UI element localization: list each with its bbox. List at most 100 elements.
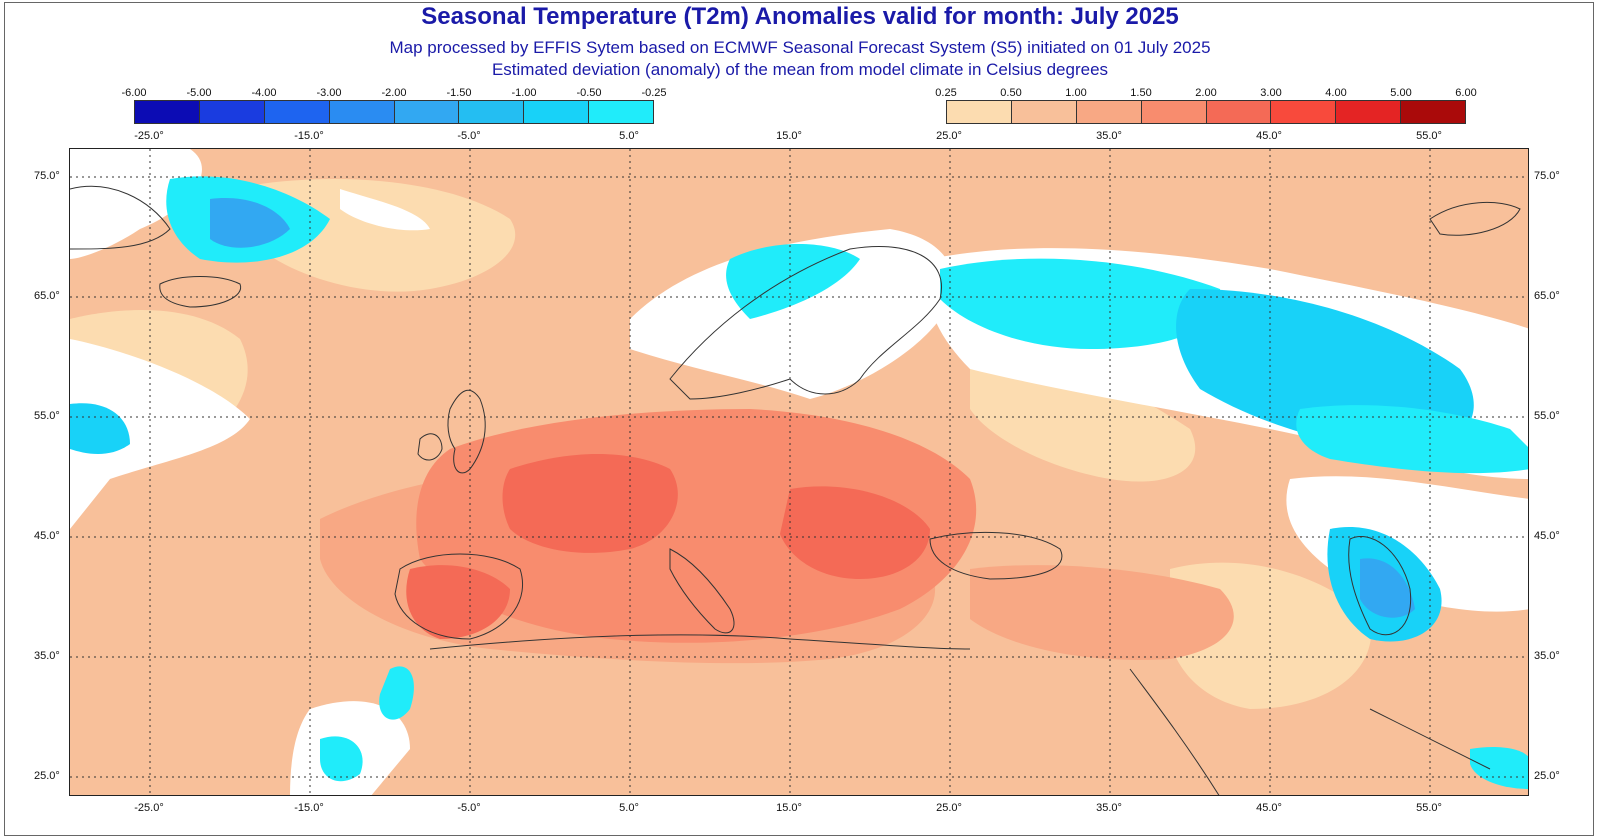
colorbar-negative-swatch <box>263 101 329 123</box>
latitude-label: 35.0° <box>1534 650 1560 662</box>
longitude-label: 55.0° <box>1416 130 1442 142</box>
anomaly-zone-neutral-scandinavia <box>630 229 954 399</box>
anomaly-zone-cold-sahara <box>320 736 363 782</box>
colorbar-positive-label: 3.00 <box>1260 87 1282 99</box>
anomaly-zone-warm-anatolia <box>970 565 1234 660</box>
coastline-persian-gulf <box>1369 708 1491 770</box>
colorbar-negative-label: -6.00 <box>121 87 147 99</box>
coastline-britain <box>447 389 486 474</box>
anomaly-zone-neutral-arctic-north <box>340 189 430 231</box>
anomaly-zone-cold-ural <box>1296 405 1528 474</box>
colorbar-positive-swatch <box>1335 101 1401 123</box>
coastline-scandinavia <box>669 245 942 400</box>
latitude-label: 35.0° <box>34 650 60 662</box>
colorbar-positive-swatch <box>1205 101 1271 123</box>
colorbar-negative-label: -0.50 <box>576 87 602 99</box>
colorbar-negative-label: -4.00 <box>251 87 277 99</box>
longitude-label: 35.0° <box>1096 802 1122 814</box>
anomaly-map <box>69 148 1529 796</box>
colorbar-negative-label: -0.25 <box>641 87 667 99</box>
anomaly-zone-neutral-caucasus <box>1286 476 1528 612</box>
longitude-label: -15.0° <box>294 130 324 142</box>
colorbar-negative-swatch <box>198 101 264 123</box>
colorbar-positive-label: 4.00 <box>1325 87 1347 99</box>
longitude-label: 5.0° <box>619 130 639 142</box>
longitude-label: 25.0° <box>936 802 962 814</box>
colorbar-positive-label: 0.25 <box>935 87 957 99</box>
colorbar-positive-label: 0.50 <box>1000 87 1022 99</box>
longitude-label: 45.0° <box>1256 802 1282 814</box>
longitude-label: -15.0° <box>294 802 324 814</box>
coastline-novaya-zemlya <box>1429 201 1521 236</box>
anomaly-zone-hot-balkans <box>780 486 930 579</box>
colorbar-negative-swatch <box>328 101 394 123</box>
colorbar-positive-swatch <box>1270 101 1336 123</box>
colorbar-negative-label: -2.00 <box>381 87 407 99</box>
map-title: Seasonal Temperature (T2m) Anomalies val… <box>421 3 1179 30</box>
map-subtitle-source: Map processed by EFFIS Sytem based on EC… <box>389 38 1211 57</box>
latitude-label: 65.0° <box>1534 290 1560 302</box>
latitude-label: 55.0° <box>1534 410 1560 422</box>
colorbar-negative-label: -1.00 <box>511 87 537 99</box>
colorbar-positive-label: 1.50 <box>1130 87 1152 99</box>
anomaly-zone-cold-greenland-core <box>210 198 290 248</box>
anomaly-zone-hot-iberia <box>406 565 510 639</box>
longitude-label: 15.0° <box>776 802 802 814</box>
latitude-label: 25.0° <box>1534 770 1560 782</box>
anomaly-zone-cold-atlantic-mid <box>70 403 130 454</box>
coastline-italy <box>669 548 735 634</box>
anomaly-zone-neutral-greenland <box>70 149 202 259</box>
anomaly-zone-light-warm-east <box>970 363 1196 482</box>
latitude-label: 75.0° <box>1534 170 1560 182</box>
longitude-label: 25.0° <box>936 130 962 142</box>
colorbar-positive-label: 2.00 <box>1195 87 1217 99</box>
colorbar-negative-label: -5.00 <box>186 87 212 99</box>
latitude-label: 65.0° <box>34 290 60 302</box>
colorbar-positive-label: 1.00 <box>1065 87 1087 99</box>
anomaly-zone-cold-caspian-core <box>1360 558 1415 618</box>
anomaly-zone-cold-norway <box>726 244 860 319</box>
colorbar-negative-swatch <box>523 101 589 123</box>
longitude-label: 35.0° <box>1096 130 1122 142</box>
colorbar-negative <box>134 100 654 124</box>
anomaly-zone-cold-finland <box>940 258 1222 349</box>
coastline-caspian <box>1348 536 1412 636</box>
anomaly-zone-cold-canary <box>379 666 414 720</box>
colorbar-negative-label: -3.00 <box>316 87 342 99</box>
graticule <box>70 149 1528 795</box>
coastline-red-sea <box>1129 668 1220 795</box>
longitude-label: -5.0° <box>457 130 481 142</box>
colorbar-negative-label: -1.50 <box>446 87 472 99</box>
coastline-north-africa <box>429 634 971 650</box>
colorbar-positive-swatch <box>1010 101 1076 123</box>
colorbar-positive-label: 6.00 <box>1455 87 1477 99</box>
colorbar-negative-swatch <box>135 101 199 123</box>
anomaly-zone-neutral-atlantic-west <box>70 339 250 529</box>
colorbar-positive-swatch <box>1400 101 1465 123</box>
latitude-label: 75.0° <box>34 170 60 182</box>
anomaly-map-svg <box>70 149 1528 795</box>
latitude-label: 45.0° <box>1534 530 1560 542</box>
colorbar-positive <box>946 100 1466 124</box>
colorbar-positive-label: 5.00 <box>1390 87 1412 99</box>
longitude-label: -5.0° <box>457 802 481 814</box>
longitude-label: -25.0° <box>134 130 164 142</box>
coastline-ireland <box>417 433 443 461</box>
longitude-label: 15.0° <box>776 130 802 142</box>
longitude-label: 45.0° <box>1256 130 1282 142</box>
longitude-label: -25.0° <box>134 802 164 814</box>
coastline-iceland <box>159 276 242 308</box>
colorbar-positive-swatch <box>1075 101 1141 123</box>
latitude-label: 25.0° <box>34 770 60 782</box>
coastline-iberia <box>394 553 524 640</box>
map-subtitle-units: Estimated deviation (anomaly) of the mea… <box>491 60 1109 79</box>
colorbar-positive-swatch <box>947 101 1011 123</box>
anomaly-zone-cold-gulf <box>1470 747 1528 789</box>
latitude-label: 45.0° <box>34 530 60 542</box>
colorbar-negative-swatch <box>588 101 653 123</box>
longitude-label: 55.0° <box>1416 802 1442 814</box>
coastline-black-sea <box>929 531 1063 580</box>
longitude-label: 5.0° <box>619 802 639 814</box>
latitude-label: 55.0° <box>34 410 60 422</box>
figure-frame <box>4 2 1594 836</box>
